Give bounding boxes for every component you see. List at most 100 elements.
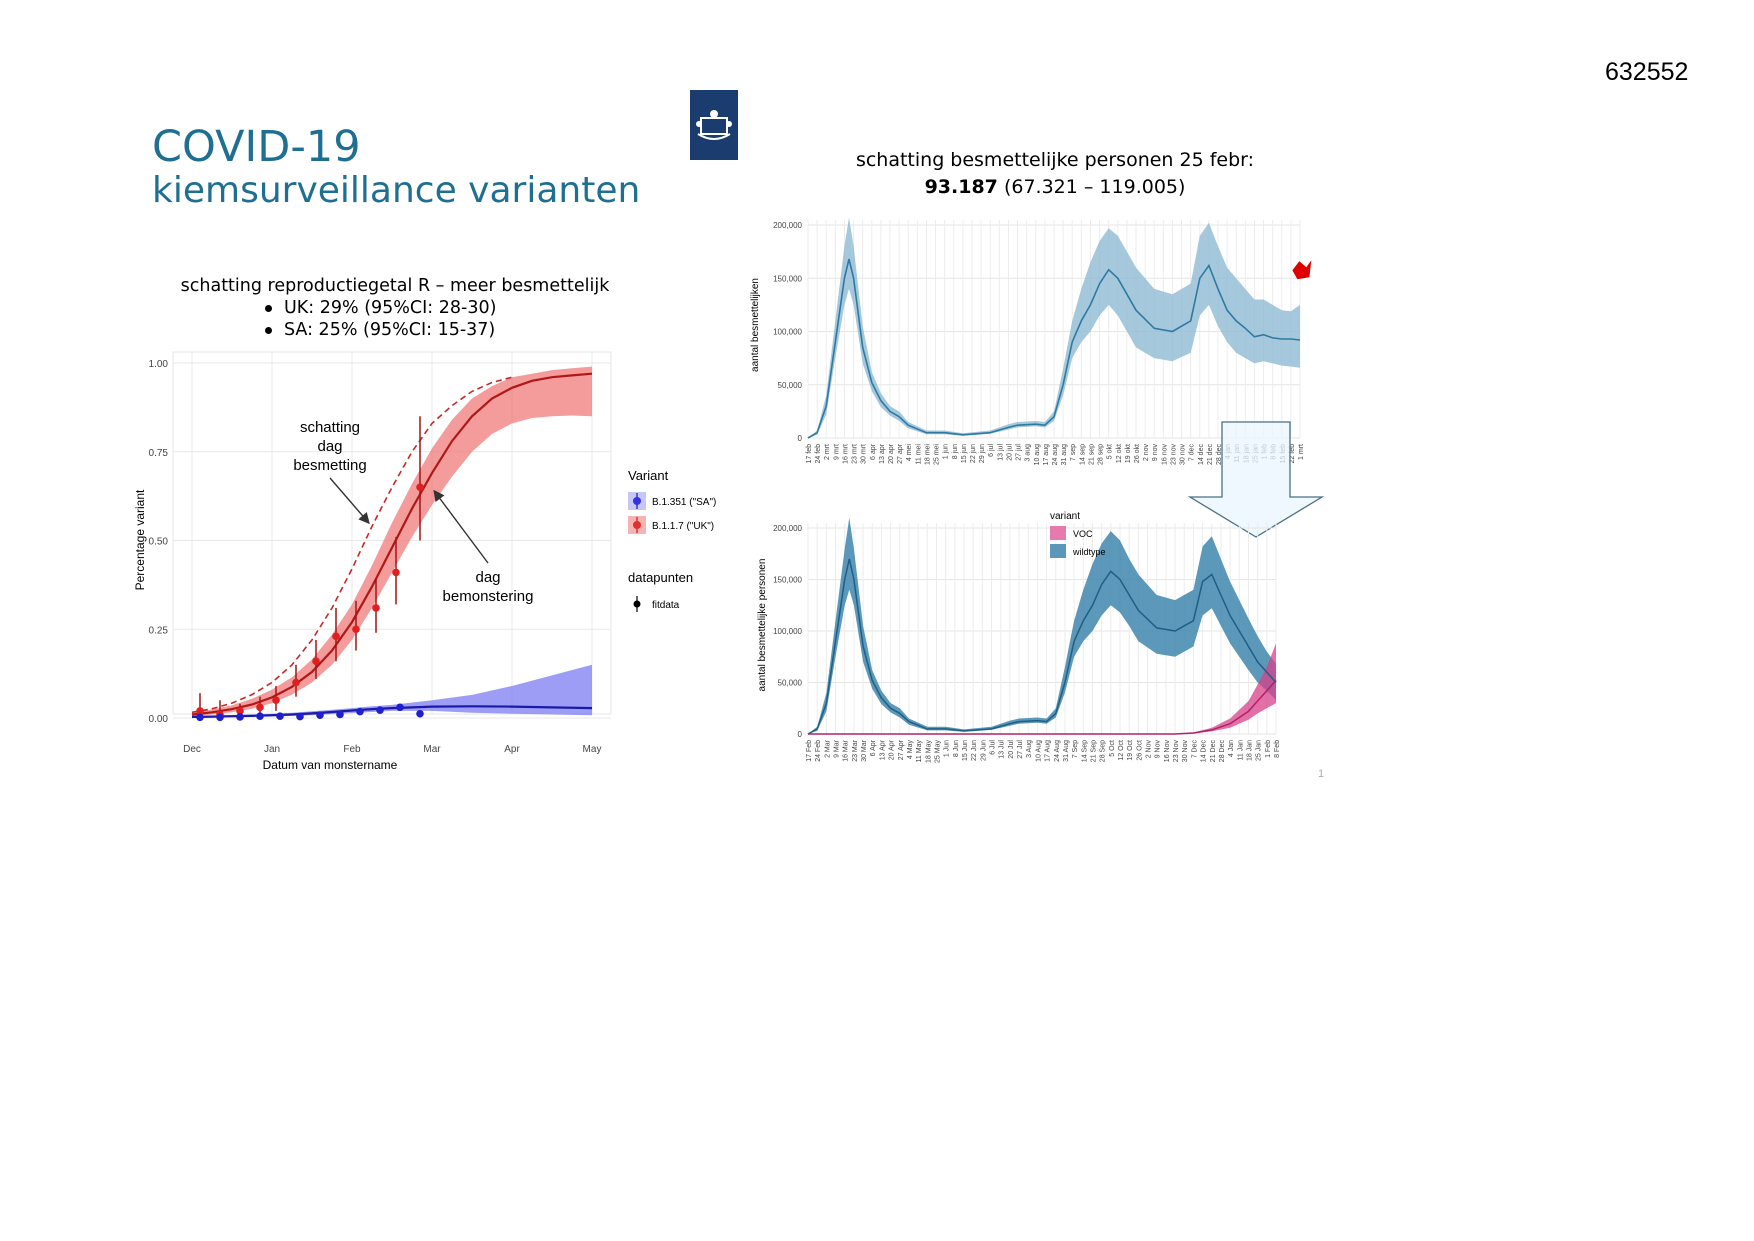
confidence-bands xyxy=(808,517,1276,734)
x-tick-label: 13 jul xyxy=(997,444,1004,461)
uk-data-point xyxy=(332,632,340,641)
uk-data-point xyxy=(236,707,244,715)
uk-estimate: UK: 29% (95%CI: 28-30) xyxy=(145,297,645,319)
x-tick-label: 18 mei xyxy=(924,444,931,465)
x-tick-label: 29 jun xyxy=(979,444,986,463)
x-tick-label: 28 Dec xyxy=(1219,740,1226,763)
x-tick-label: 1 Jun xyxy=(944,740,951,757)
slide-title: COVID-19 xyxy=(152,122,361,172)
x-tick-label: 1 mrt xyxy=(1298,444,1305,460)
sa-data-point xyxy=(276,712,284,721)
red-arrow-icon xyxy=(1292,260,1312,280)
x-tick-label: 14 Dec xyxy=(1201,740,1208,763)
x-tick-label: May xyxy=(583,744,602,755)
sa-data-point xyxy=(336,710,344,719)
x-tick-label: 25 mei xyxy=(934,444,941,465)
x-tick-labels: Dec Jan Feb Mar Apr May xyxy=(183,744,601,755)
annotation-arrow xyxy=(433,489,489,564)
y-tick-label: 0 xyxy=(798,730,803,739)
x-tick-label: 30 Mar xyxy=(861,739,868,761)
x-tick-label: 23 Mar xyxy=(852,739,859,761)
x-tick-label: 14 Sep xyxy=(1081,740,1088,762)
x-tick-label: 2 mrt xyxy=(824,444,831,460)
x-tick-label: 27 apr xyxy=(897,443,904,464)
x-tick-label: 8 Feb xyxy=(1274,740,1281,758)
x-tick-label: 7 Dec xyxy=(1191,740,1198,759)
x-tick-label: 3 aug xyxy=(1025,444,1032,462)
voc-confidence-band xyxy=(808,643,1276,734)
uk-confidence-band xyxy=(192,366,592,716)
x-tick-label: 30 mrt xyxy=(861,444,868,464)
x-tick-label: 23 mrt xyxy=(852,444,859,464)
x-tick-label: 31 aug xyxy=(1061,444,1068,466)
sa-estimate: SA: 25% (95%CI: 15-37) xyxy=(145,319,645,341)
x-tick-label: 5 Oct xyxy=(1109,740,1116,757)
uk-data-point xyxy=(196,707,204,715)
uk-data-point xyxy=(292,678,300,687)
legend: variant VOC wildtype xyxy=(1050,511,1106,558)
right-chart-title: schatting besmettelijke personen 25 febr… xyxy=(855,149,1255,171)
x-tick-label: 23 nov xyxy=(1170,444,1177,466)
x-tick-label: 6 jul xyxy=(988,444,995,457)
confidence-bands xyxy=(192,366,592,718)
x-tick-label: 13 Apr xyxy=(879,739,886,760)
x-tick-label: 27 Jul xyxy=(1017,740,1024,759)
x-tick-label: 14 dec xyxy=(1198,444,1205,466)
annotation-arrow xyxy=(329,477,370,525)
annotation-sampling-day: dag bemonstering xyxy=(433,489,534,605)
x-tick-label: 20 apr xyxy=(888,443,895,464)
x-tick-label: 7 dec xyxy=(1189,444,1196,462)
x-tick-label: 15 jun xyxy=(961,444,968,463)
x-tick-label: 28 Sep xyxy=(1100,740,1107,762)
sa-estimate-text: SA: 25% (95%CI: 15-37) xyxy=(284,320,496,340)
legend-key-voc xyxy=(1050,526,1066,540)
x-tick-label: 31 Aug xyxy=(1063,740,1070,762)
x-tick-label: 17 Feb xyxy=(806,740,813,762)
y-tick-label: 0.75 xyxy=(149,448,169,459)
sa-data-point xyxy=(316,711,324,719)
estimate-line xyxy=(807,258,1301,439)
legend-label-wildtype: wildtype xyxy=(1072,547,1106,557)
y-tick-label: 0.50 xyxy=(149,537,169,548)
sa-confidence-band xyxy=(192,664,592,718)
x-tick-label: 6 Apr xyxy=(870,739,877,756)
x-tick-label: 23 Nov xyxy=(1173,740,1180,763)
data-points xyxy=(196,416,424,722)
x-tick-label: 9 Nov xyxy=(1155,740,1162,759)
x-tick-label: 28 dec xyxy=(1216,444,1223,466)
x-tick-label: 4 Jan xyxy=(1228,740,1235,757)
x-tick-label: 24 aug xyxy=(1052,444,1059,466)
legend-dot-sa xyxy=(633,497,641,505)
x-tick-label: 10 aug xyxy=(1034,444,1041,466)
x-tick-label: 17 feb xyxy=(806,444,813,464)
left-chart-title: schatting reproductiegetal R – meer besm… xyxy=(180,276,610,296)
x-tick-label: 27 Apr xyxy=(898,739,905,760)
x-tick-label: 21 Sep xyxy=(1090,740,1097,762)
x-tick-label: 9 Mar xyxy=(834,739,841,758)
x-tick-label: 2 Mar xyxy=(824,739,831,758)
x-tick-label: 20 jul xyxy=(1006,444,1013,461)
y-tick-labels: 0.00 0.25 0.50 0.75 1.00 xyxy=(149,359,169,725)
x-tick-label: 15 Jun xyxy=(962,740,969,761)
y-axis-label: Percentage variant xyxy=(133,489,147,590)
legend-dot-fitdata xyxy=(633,600,641,608)
annotation-line: dag xyxy=(317,438,342,455)
y-tick-label: 150,000 xyxy=(773,274,802,283)
x-tick-label: 22 Jun xyxy=(971,740,978,761)
y-tick-label: 200,000 xyxy=(773,524,802,533)
sa-data-point xyxy=(416,709,424,718)
x-tick-label: 8 Jun xyxy=(953,740,960,757)
x-tick-label: 26 Oct xyxy=(1136,740,1143,761)
x-tick-label: 7 Sep xyxy=(1072,740,1079,758)
x-tick-label: 11 mei xyxy=(915,444,922,465)
annotation-line: bemonstering xyxy=(443,588,534,605)
document-number: 632552 xyxy=(1605,58,1689,86)
x-tick-label: 17 Aug xyxy=(1045,740,1052,762)
x-tick-label: 28 sep xyxy=(1098,444,1105,465)
bullet-icon xyxy=(265,304,272,312)
y-tick-label: 0 xyxy=(798,434,803,443)
y-tick-label: 200,000 xyxy=(773,221,802,230)
x-tick-label: 6 Jul xyxy=(990,740,997,755)
logo xyxy=(690,90,738,160)
